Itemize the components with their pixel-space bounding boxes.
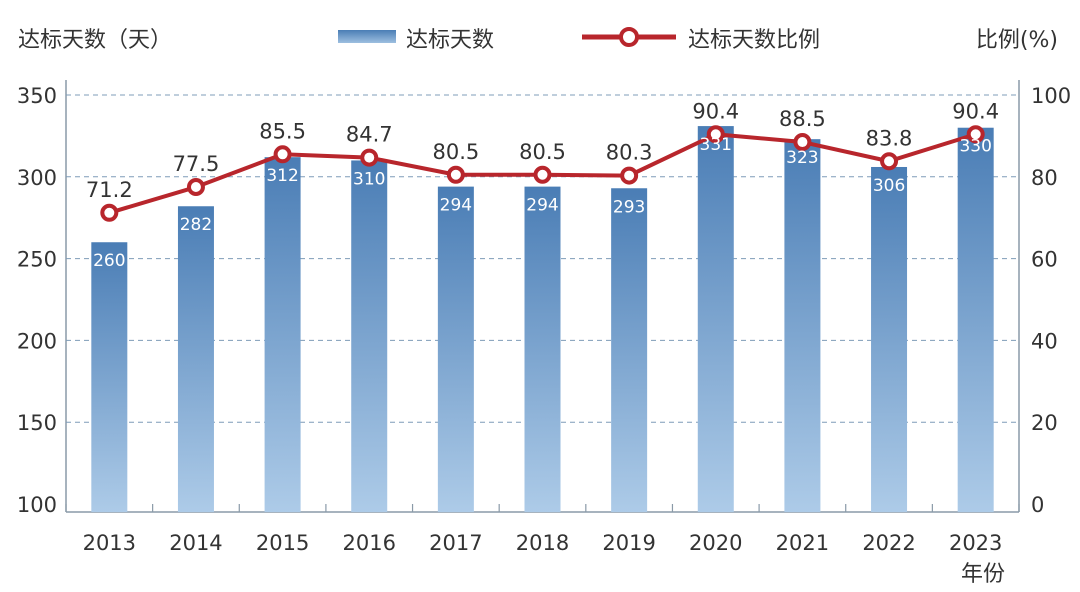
ratio-value-label: 84.7	[346, 123, 393, 147]
ratio-value-label: 80.5	[432, 140, 479, 164]
x-tick-label: 2020	[689, 531, 742, 555]
right-tick-label: 100	[1031, 84, 1071, 108]
left-axis-title: 达标天数（天）	[18, 28, 172, 53]
ratio-point	[533, 165, 552, 184]
bar-value-label: 260	[93, 251, 125, 271]
bar	[437, 186, 474, 512]
x-tick-label: 2015	[256, 531, 309, 555]
bar-value-label: 294	[526, 196, 558, 216]
bar	[784, 139, 821, 512]
right-tick-label: 40	[1031, 329, 1058, 353]
bar	[264, 157, 301, 512]
axis-ticks: 100 150 200 250 300 350 0 20 40 60 80 100 2013 2014 20…	[17, 84, 1071, 555]
left-tick-label: 300	[17, 166, 57, 190]
ratio-value-label: 90.4	[952, 99, 999, 123]
bar	[351, 160, 388, 512]
bar-value-label: 282	[180, 215, 212, 235]
bar-value-label: 331	[700, 135, 732, 155]
bar-value-label: 323	[786, 148, 818, 168]
left-tick-label: 150	[17, 411, 57, 435]
legend-bar-label: 达标天数	[406, 28, 494, 53]
bar-value-label: 293	[613, 197, 645, 217]
bar-value-label: 312	[266, 166, 298, 186]
bar	[524, 186, 561, 512]
ratio-point	[966, 125, 985, 144]
ratio-point	[880, 152, 899, 171]
x-tick-label: 2022	[862, 531, 915, 555]
ratio-point	[100, 203, 119, 222]
right-tick-label: 80	[1031, 166, 1058, 190]
bar	[611, 188, 648, 512]
x-tick-label: 2019	[602, 531, 655, 555]
bar	[177, 206, 214, 513]
ratio-value-label: 77.5	[173, 152, 220, 176]
ratio-value-label: 90.4	[692, 99, 739, 123]
bar	[697, 126, 734, 513]
right-tick-label: 60	[1031, 248, 1058, 272]
bar	[871, 166, 908, 512]
ratio-value-label: 88.5	[779, 107, 826, 131]
legend-bar-swatch	[338, 30, 396, 43]
x-tick-label: 2017	[429, 531, 482, 555]
x-tick-label: 2023	[949, 531, 1002, 555]
ratio-point	[446, 165, 465, 184]
left-tick-label: 100	[17, 493, 57, 517]
left-tick-label: 200	[17, 329, 57, 353]
ratio-point	[273, 145, 292, 164]
gridlines	[66, 94, 1019, 423]
x-tick-label: 2021	[776, 531, 829, 555]
ratio-point	[706, 125, 725, 144]
x-axis-title: 年份	[961, 562, 1005, 587]
left-tick-label: 250	[17, 248, 57, 272]
bar-value-label: 310	[353, 169, 385, 189]
right-tick-label: 0	[1031, 493, 1044, 517]
right-tick-label: 20	[1031, 411, 1058, 435]
bar	[957, 127, 994, 512]
ratio-value-label: 85.5	[259, 119, 306, 143]
ratio-point	[620, 166, 639, 185]
left-tick-label: 350	[17, 84, 57, 108]
x-tick-label: 2018	[516, 531, 569, 555]
bar-value-label: 294	[440, 196, 472, 216]
ratio-point	[793, 133, 812, 152]
bar-value-label: 330	[959, 137, 991, 157]
ratio-point	[360, 148, 379, 167]
ratio-point	[186, 178, 205, 197]
ratio-value-label: 71.2	[86, 178, 133, 202]
ratio-value-label: 80.3	[606, 141, 653, 165]
x-tick-label: 2013	[83, 531, 136, 555]
x-tick-label: 2014	[169, 531, 222, 555]
x-tick-label: 2016	[343, 531, 396, 555]
ratio-value-label: 83.8	[866, 126, 913, 150]
data-labels: 260 282 312 310 294 294 293 331 323 306 330 71.2 77.…	[86, 99, 999, 271]
right-axis-title: 比例(%)	[976, 28, 1058, 53]
bars	[91, 126, 994, 513]
ratio-line	[100, 125, 985, 222]
bar-value-label: 306	[873, 176, 905, 196]
bar	[91, 242, 128, 513]
legend-line-marker	[619, 27, 639, 47]
ratio-value-label: 80.5	[519, 140, 566, 164]
legend-line-label: 达标天数比例	[688, 28, 820, 53]
